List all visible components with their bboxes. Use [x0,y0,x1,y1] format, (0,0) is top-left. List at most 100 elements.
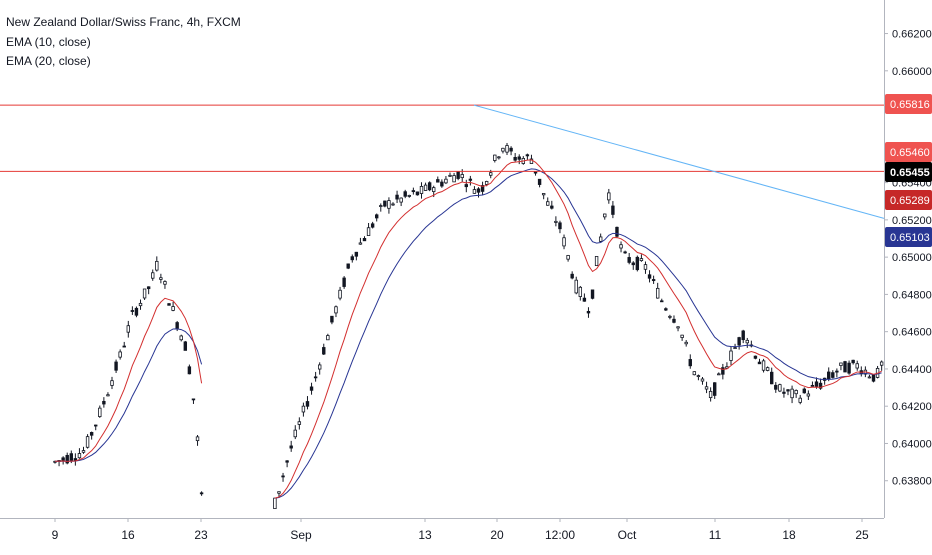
candle-body [480,185,485,192]
candle-body [489,172,493,176]
ema10-line [274,159,882,499]
price-label-ema20-text: 0.65103 [890,232,930,244]
price-label-top: 0.65816 [885,94,932,114]
symbol-title[interactable]: New Zealand Dollar/Swiss Franc, 4h, FXCM [6,15,241,29]
candle-body [130,310,135,312]
candle-body [476,188,481,193]
price-label-ema20: 0.65103 [885,227,932,247]
ema10-legend[interactable]: EMA (10, close) [6,34,91,49]
candle-body [73,458,78,461]
candle-body [468,178,473,181]
candle-body [191,398,196,401]
candle-body [151,272,155,279]
candle-body [818,382,823,389]
candle-body [529,158,534,164]
candle-body [366,227,371,236]
price-label-top-text: 0.65816 [890,99,930,111]
candle-body [146,286,151,290]
candle-body [309,386,314,391]
candle-body [65,454,69,464]
candle-body [171,306,175,311]
candle-body [134,307,139,316]
candle-body [639,258,644,262]
candle-body [98,407,102,417]
candle-body [301,405,306,413]
candle-body [106,394,110,397]
candle-body [623,251,627,254]
candle-body [281,475,285,478]
candle-body [582,297,587,302]
candle-body [415,191,420,196]
candle-body [89,432,94,436]
candle-body [326,335,330,341]
time-tick-label: 9 [52,528,59,542]
candle-body [395,194,399,200]
candle-body [839,362,843,366]
candle-body [81,450,86,453]
candle-body [175,322,179,329]
trendline [473,104,885,219]
price-tick-label: 0.64000 [892,438,932,450]
candle-body [847,362,851,374]
candle-body [289,445,293,449]
price-tick-label: 0.66200 [892,29,932,41]
candle-body [517,156,521,160]
candle-body [566,255,570,260]
time-tick-label: Sep [290,528,312,542]
candle-body [643,264,648,270]
candle-body [334,306,338,314]
candle-body [419,186,424,194]
price-tick-label: 0.64200 [892,401,932,413]
price-axis-bg [884,0,932,550]
candle-body [199,492,204,495]
candle-body [753,355,758,359]
candle-body [342,277,346,287]
candle-body [110,380,114,386]
candle-body [708,390,713,399]
candle-body [362,238,367,242]
price-tick-label: 0.65200 [892,215,932,227]
price-label-last-bg [885,162,932,182]
candle-body [598,236,603,242]
candle-body [631,262,635,266]
price-label-ema20-bg [885,227,932,247]
candle-body [195,436,200,442]
candle-body [383,200,387,207]
candle-body [810,384,815,387]
candle-body [122,345,126,348]
candle-body [399,197,403,203]
price-label-last-text: 0.65455 [890,167,930,179]
candle-body [729,350,733,361]
candle-body [293,429,297,438]
candle-body [167,303,171,306]
candle-body [472,189,477,194]
candle-body [867,376,872,379]
candle-body [163,281,167,285]
candle-body [436,179,440,183]
candle-body [647,274,652,279]
candle-body [456,171,460,179]
candle-body [61,457,65,461]
candle-body [411,190,416,193]
candle-body [550,205,554,209]
candle-body [375,214,379,219]
candle-body [700,378,705,382]
ema20-line [274,168,882,499]
price-tick-label: 0.66000 [892,66,932,78]
time-tick-label: 13 [418,528,432,542]
candle-body [855,363,859,369]
candle-body [387,200,391,209]
candle-body [403,191,407,197]
candle-body [570,273,574,279]
candle-body [713,382,717,396]
candle-body [635,256,640,271]
candle-body [537,178,542,185]
candle-body [851,359,855,364]
candle-body [717,373,721,376]
candle-body [741,330,745,341]
candle-body [317,364,322,370]
candle-body [379,205,383,207]
ema20-legend[interactable]: EMA (20, close) [6,54,91,68]
